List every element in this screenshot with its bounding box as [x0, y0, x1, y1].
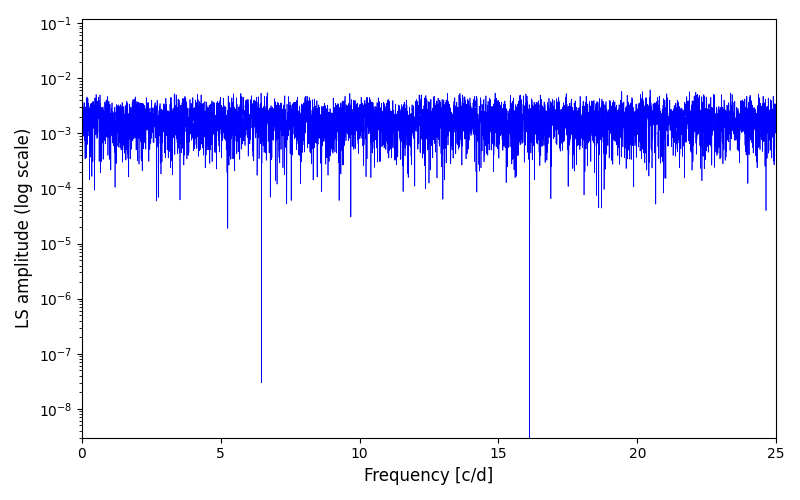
Y-axis label: LS amplitude (log scale): LS amplitude (log scale) [15, 128, 33, 328]
X-axis label: Frequency [c/d]: Frequency [c/d] [364, 467, 494, 485]
